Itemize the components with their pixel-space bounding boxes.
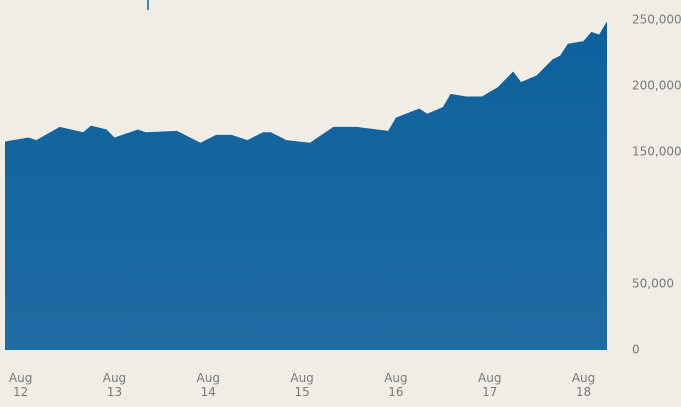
- x-tick-label: Aug 18: [572, 371, 595, 399]
- y-tick-label: 0: [632, 343, 640, 357]
- y-tick-label: 250,000: [632, 13, 681, 27]
- x-tick-label: Aug 16: [384, 371, 407, 399]
- x-tick-label: Aug 14: [197, 371, 220, 399]
- area: [5, 21, 607, 350]
- y-tick-label: 200,000: [632, 79, 681, 93]
- y-tick-label: 150,000: [632, 145, 681, 159]
- x-tick-label: Aug 17: [478, 371, 501, 399]
- y-tick-label: 50,000: [632, 277, 674, 291]
- x-tick-label: Aug 13: [103, 371, 126, 399]
- x-tick-label: Aug 12: [9, 371, 32, 399]
- x-tick-label: Aug 15: [290, 371, 313, 399]
